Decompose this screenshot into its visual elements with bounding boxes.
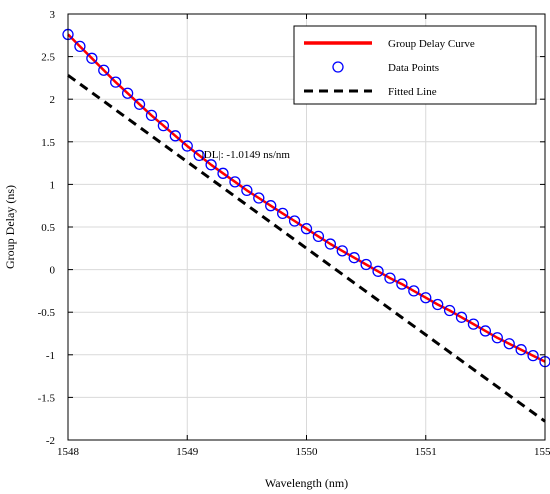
data-point	[74, 40, 86, 53]
data-point	[241, 184, 253, 197]
data-point	[384, 272, 396, 284]
data-point	[408, 285, 420, 297]
data-point	[491, 332, 503, 344]
data-point	[253, 192, 265, 204]
y-tick-label: -0.5	[38, 307, 56, 319]
data-point	[360, 258, 372, 271]
data-point	[372, 265, 384, 277]
y-tick-label: 0	[50, 265, 56, 277]
data-point	[432, 298, 444, 311]
data-point	[455, 311, 468, 323]
y-tick-label: 0.5	[41, 222, 55, 234]
data-point	[169, 130, 181, 142]
data-point	[145, 109, 158, 122]
legend-label: Fitted Line	[388, 86, 437, 98]
y-tick-label: 1	[50, 179, 56, 191]
data-point	[181, 140, 193, 152]
data-point	[443, 304, 456, 317]
data-point	[157, 119, 170, 132]
slope-annotation: |DL|: -1.0149 ns/nm	[202, 149, 291, 161]
data-point	[479, 325, 492, 337]
plot-series	[62, 28, 550, 423]
x-tick-label: 1551	[415, 446, 437, 458]
x-axis-title: Wavelength (nm)	[265, 476, 348, 490]
legend: Group Delay Curve Data Points Fitted Line	[293, 25, 537, 105]
data-point	[467, 318, 480, 330]
data-point	[348, 252, 360, 264]
y-tick-label: -1.5	[38, 392, 56, 404]
data-point	[121, 87, 134, 99]
y-tick-label: -1	[46, 350, 55, 362]
x-tick-label: 1548	[57, 446, 80, 458]
y-tick-label: 3	[50, 9, 56, 21]
data-point	[324, 238, 337, 250]
data-point	[515, 344, 527, 356]
data-point	[288, 215, 301, 227]
data-point	[217, 167, 229, 179]
data-point	[133, 98, 146, 110]
data-point	[110, 76, 122, 88]
fitted-line	[67, 74, 546, 423]
y-axis-title: Group Delay (ns)	[3, 185, 17, 269]
data-point	[229, 176, 241, 188]
data-point	[420, 292, 432, 304]
y-tick-label: -2	[46, 435, 55, 447]
data-point	[86, 52, 98, 64]
data-point	[276, 207, 289, 220]
legend-label: Data Points	[388, 62, 439, 74]
x-tick-label: 1552	[534, 446, 550, 458]
data-point	[503, 338, 515, 350]
data-point	[193, 149, 205, 162]
data-point	[265, 200, 277, 212]
annotations: |DL|: -1.0149 ns/nm	[202, 149, 291, 161]
legend-marker-data-points	[332, 61, 344, 73]
y-tick-label: 2.5	[41, 52, 55, 64]
data-point	[205, 159, 217, 171]
data-point	[336, 245, 348, 257]
legend-label: Group Delay Curve	[388, 38, 475, 50]
y-tick-label: 2	[50, 94, 56, 106]
axis-ticks: 1548 1549 1550 1551 1552 3 2.5 2 1.5 1 0.5 0 -0.5 -1 -…	[38, 9, 550, 458]
data-point	[396, 278, 408, 290]
x-tick-label: 1550	[296, 446, 319, 458]
y-tick-label: 1.5	[41, 137, 55, 149]
data-point	[300, 223, 313, 235]
data-point	[312, 230, 325, 243]
data-point	[527, 350, 539, 362]
x-tick-label: 1549	[176, 446, 199, 458]
data-point	[98, 64, 110, 76]
